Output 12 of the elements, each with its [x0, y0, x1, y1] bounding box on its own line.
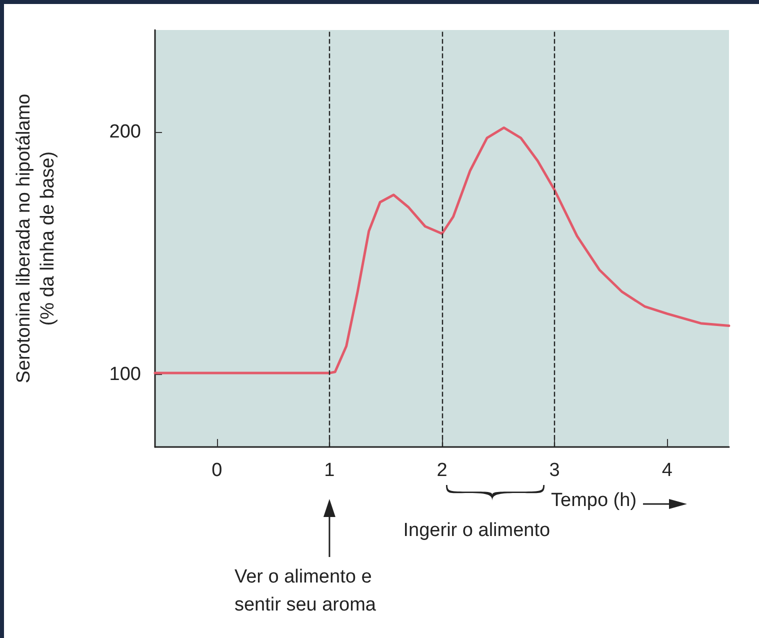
text: Ingerir o alimento — [403, 520, 550, 541]
x-axis-title: Tempo (h) — [551, 490, 637, 511]
x-tick-label: 0 — [212, 460, 222, 481]
y-axis-title: Serotonina liberada no hipotálamo (% da linha de base) — [14, 94, 58, 384]
x-tick-label: 1 — [324, 460, 335, 481]
line-series — [154, 126, 730, 374]
text: Ver o alimento e sentir seu aroma — [234, 566, 376, 616]
y-tick-label: 200 — [109, 121, 141, 142]
x-tick-label: 4 — [662, 460, 673, 481]
x-tick-label: 3 — [549, 460, 560, 481]
y-tick-label: 100 — [109, 364, 141, 385]
x-tick-label: 2 — [436, 460, 448, 481]
